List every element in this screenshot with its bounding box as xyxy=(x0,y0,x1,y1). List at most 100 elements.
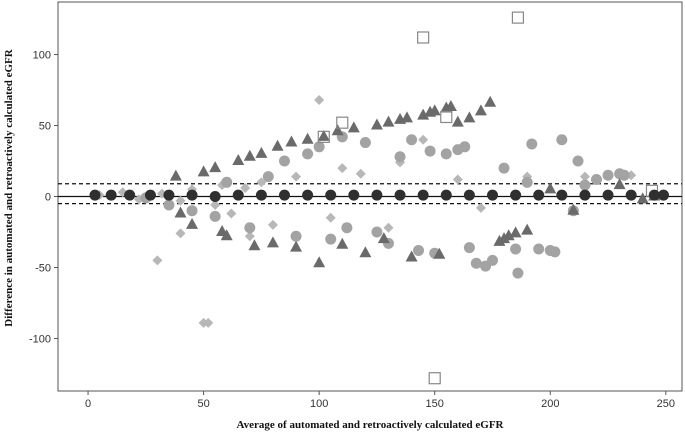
data-point-diamond xyxy=(203,317,214,328)
data-point-circle xyxy=(255,189,267,201)
data-point-circle xyxy=(413,244,425,256)
data-point-triangle xyxy=(498,232,511,244)
data-point-diamond xyxy=(240,182,251,193)
data-point-triangle xyxy=(474,104,487,116)
data-point-triangle xyxy=(377,232,390,244)
data-point-triangle xyxy=(220,229,233,241)
data-point-triangle xyxy=(509,226,522,238)
data-point-circle xyxy=(459,141,471,153)
data-point-diamond xyxy=(337,163,348,174)
data-point-triangle xyxy=(521,223,534,235)
data-point-triangle xyxy=(255,146,268,158)
data-point-triangle xyxy=(285,135,298,147)
data-point-circle xyxy=(424,145,436,157)
data-point-diamond xyxy=(175,195,186,206)
data-point-circle xyxy=(302,148,314,160)
data-point-circle xyxy=(510,189,522,201)
data-point-triangle xyxy=(186,217,199,229)
data-point-triangle xyxy=(290,240,303,252)
data-point-circle xyxy=(186,189,198,201)
data-point-circle xyxy=(556,189,568,201)
data-point-triangle xyxy=(417,108,430,120)
data-point-circle xyxy=(371,226,383,238)
data-point-circle xyxy=(440,148,452,160)
data-points xyxy=(89,11,670,385)
data-point-circle xyxy=(371,189,383,201)
data-point-triangle xyxy=(232,154,245,166)
data-point-circle xyxy=(549,246,561,258)
data-point-circle xyxy=(533,189,545,201)
data-point-diamond xyxy=(452,174,463,185)
data-point-diamond xyxy=(267,219,278,230)
data-point-circle xyxy=(262,171,274,183)
data-point-circle xyxy=(163,199,175,211)
data-point-hollow-square xyxy=(440,110,453,124)
data-point-triangle xyxy=(248,239,261,251)
data-point-circle xyxy=(290,230,302,242)
data-point-hollow-square xyxy=(511,11,525,24)
x-tick-label: 100 xyxy=(310,398,328,410)
y-tick-label: -50 xyxy=(35,262,51,274)
data-point-circle xyxy=(463,242,475,254)
data-point-triangle xyxy=(370,118,383,130)
data-point-diamond xyxy=(314,94,325,105)
data-point-diamond xyxy=(175,228,186,239)
data-point-circle xyxy=(406,134,418,146)
data-point-circle xyxy=(105,189,117,201)
y-axis-title: Difference in automated and retroactivel… xyxy=(3,48,15,326)
data-point-circle xyxy=(348,189,360,201)
data-point-circle xyxy=(186,205,198,217)
data-point-triangle xyxy=(317,129,330,141)
data-point-triangle xyxy=(359,246,372,258)
data-point-triangle xyxy=(331,124,344,136)
data-point-circle xyxy=(325,233,337,245)
data-point-triangle xyxy=(400,111,413,123)
data-point-triangle xyxy=(484,95,497,107)
data-point-diamond xyxy=(355,168,366,179)
data-point-triangle xyxy=(301,132,314,144)
x-axis-title: Average of automated and retroactively c… xyxy=(237,419,505,431)
data-point-diamond xyxy=(210,200,221,211)
data-point-triangle xyxy=(567,203,580,215)
data-point-circle xyxy=(163,189,175,201)
data-point-circle xyxy=(579,179,591,191)
data-point-circle xyxy=(579,189,591,201)
data-point-circle xyxy=(572,155,584,167)
data-point-hollow-square xyxy=(417,31,430,44)
x-tick-label: 50 xyxy=(197,398,209,410)
data-point-circle xyxy=(221,176,233,188)
data-point-circle xyxy=(278,155,290,167)
data-point-circle xyxy=(417,189,429,201)
data-point-circle xyxy=(510,243,522,255)
data-point-triangle xyxy=(493,234,506,246)
data-point-triangle xyxy=(405,250,418,262)
data-point-triangle xyxy=(266,236,279,248)
y-axis-ticks: -100 -50 0 50 100 xyxy=(29,50,58,345)
data-point-circle xyxy=(302,189,314,201)
data-point-circle xyxy=(463,189,475,201)
data-point-diamond xyxy=(475,202,486,213)
data-point-triangle xyxy=(209,161,222,173)
data-point-hollow-square xyxy=(317,130,330,143)
data-point-triangle xyxy=(636,192,649,204)
x-tick-label: 150 xyxy=(426,398,444,410)
data-point-triangle xyxy=(463,111,476,123)
data-point-circle xyxy=(313,141,325,153)
data-point-circle xyxy=(590,173,602,185)
data-point-circle xyxy=(244,222,256,234)
data-point-triangle xyxy=(313,256,326,268)
data-point-diamond xyxy=(226,208,237,219)
data-point-triangle xyxy=(271,139,284,151)
data-point-diamond xyxy=(579,171,590,182)
x-tick-label: 0 xyxy=(85,398,91,410)
data-point-circle xyxy=(648,189,660,201)
data-point-triangle xyxy=(243,149,256,161)
data-point-circle xyxy=(325,189,337,201)
data-point-triangle xyxy=(444,100,457,112)
data-point-diamond xyxy=(418,134,429,145)
data-point-circle xyxy=(602,189,614,201)
data-point-diamond xyxy=(325,212,336,223)
y-tick-label: 50 xyxy=(39,121,51,133)
data-point-circle xyxy=(526,138,538,150)
